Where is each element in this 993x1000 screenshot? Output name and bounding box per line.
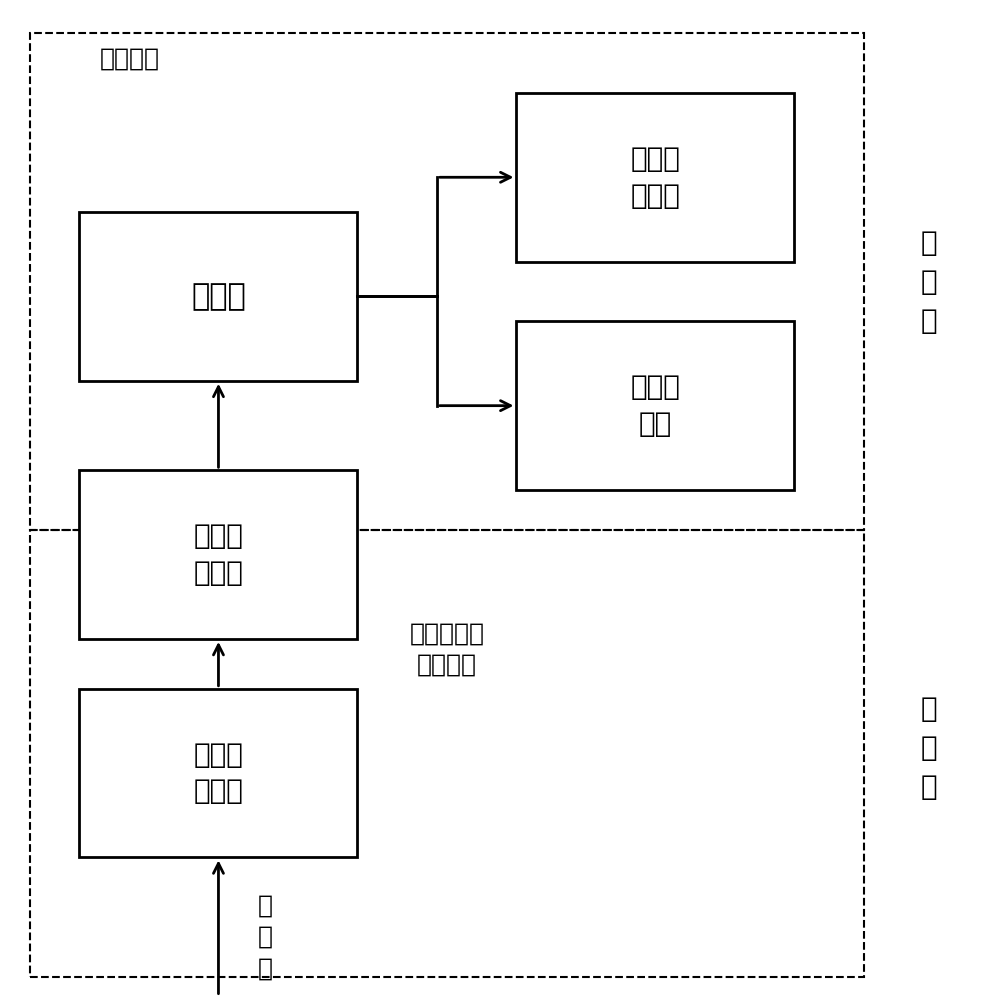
Text: 温度数
据提取: 温度数 据提取	[194, 741, 243, 805]
Text: 传
输
层: 传 输 层	[921, 695, 936, 801]
Bar	[30, 530, 864, 977]
Text: 以太网通讯
接口程序: 以太网通讯 接口程序	[409, 621, 485, 677]
Text: 应
用
层: 应 用 层	[921, 229, 936, 335]
Text: 图形化
显示: 图形化 显示	[631, 373, 680, 438]
Text: 历史数
据保存: 历史数 据保存	[631, 145, 680, 210]
Text: 数据格
式转换: 数据格 式转换	[194, 522, 243, 587]
Bar	[79, 689, 357, 857]
Text: 数
据
帧: 数 据 帧	[258, 893, 273, 981]
Bar	[516, 321, 794, 490]
Bar	[79, 470, 357, 639]
Text: 数据库: 数据库	[191, 282, 246, 311]
Bar	[516, 93, 794, 262]
Bar	[79, 212, 357, 381]
Bar	[30, 33, 864, 530]
Text: 组态软件: 组态软件	[99, 46, 159, 70]
